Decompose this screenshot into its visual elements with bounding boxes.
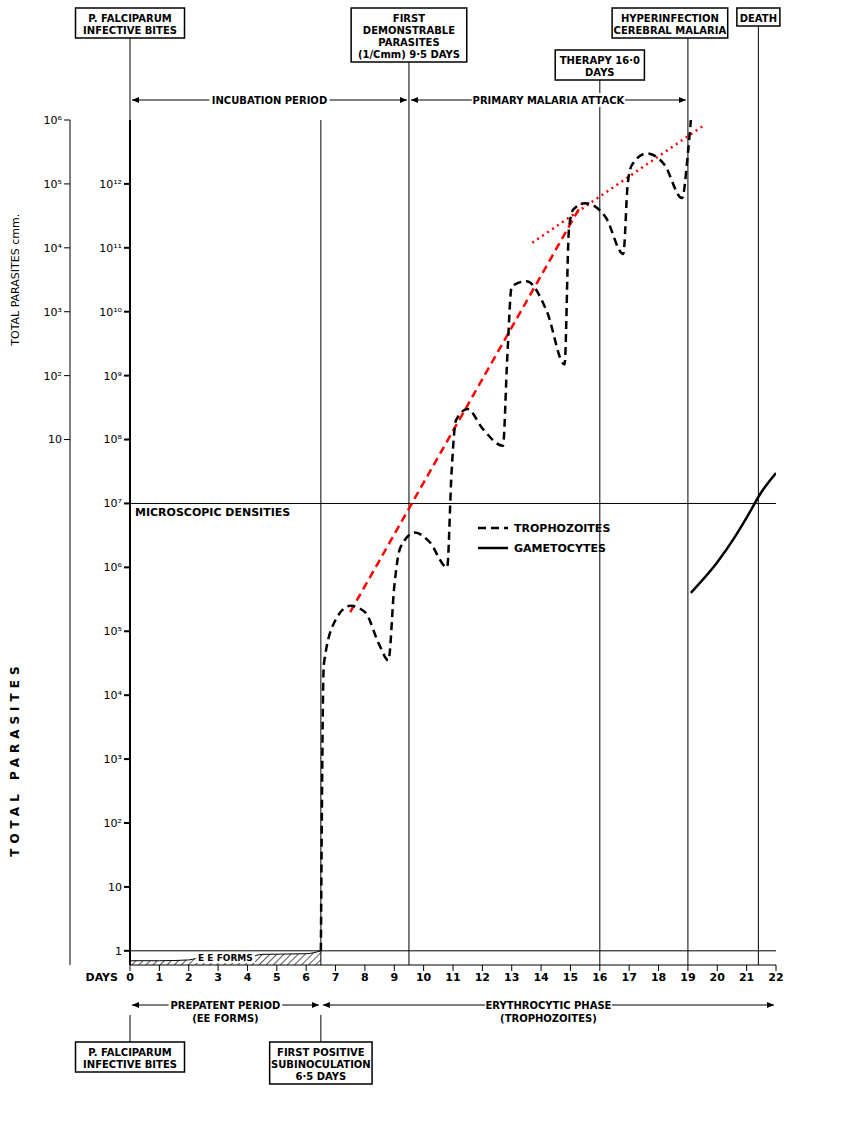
svg-text:PARASITES: PARASITES	[378, 37, 439, 48]
svg-text:E E FORMS: E E FORMS	[198, 953, 253, 963]
svg-text:9: 9	[390, 971, 398, 984]
svg-text:INFECTIVE BITES: INFECTIVE BITES	[83, 1059, 177, 1070]
svg-text:10⁶: 10⁶	[44, 114, 63, 127]
svg-text:6: 6	[302, 971, 310, 984]
svg-text:10⁵: 10⁵	[44, 178, 62, 191]
svg-text:1: 1	[156, 971, 164, 984]
svg-text:TROPHOZOITES: TROPHOZOITES	[514, 522, 610, 535]
svg-text:TOTAL PARASITES: TOTAL PARASITES	[9, 661, 23, 856]
svg-text:CEREBRAL MALARIA: CEREBRAL MALARIA	[614, 25, 727, 36]
svg-text:10²: 10²	[104, 817, 122, 830]
svg-text:GAMETOCYTES: GAMETOCYTES	[514, 542, 606, 555]
svg-text:10: 10	[48, 433, 62, 446]
svg-text:19: 19	[680, 971, 695, 984]
svg-text:ERYTHROCYTIC PHASE: ERYTHROCYTIC PHASE	[485, 1000, 611, 1011]
svg-text:2: 2	[185, 971, 193, 984]
svg-text:10²: 10²	[44, 370, 62, 383]
svg-text:10⁵: 10⁵	[104, 625, 122, 638]
svg-text:22: 22	[768, 971, 783, 984]
svg-text:DEATH: DEATH	[740, 13, 777, 24]
svg-text:18: 18	[651, 971, 666, 984]
svg-text:10³: 10³	[44, 306, 62, 319]
svg-text:10³: 10³	[104, 753, 122, 766]
svg-text:10⁶: 10⁶	[104, 561, 123, 574]
svg-text:4: 4	[244, 971, 252, 984]
svg-text:10¹²: 10¹²	[99, 178, 122, 191]
svg-text:10⁸: 10⁸	[104, 433, 123, 446]
svg-text:MICROSCOPIC DENSITIES: MICROSCOPIC DENSITIES	[135, 506, 290, 519]
svg-text:10¹⁰: 10¹⁰	[99, 306, 122, 319]
svg-text:16: 16	[592, 971, 608, 984]
svg-text:14: 14	[533, 971, 549, 984]
svg-text:10⁴: 10⁴	[44, 242, 63, 255]
svg-text:5: 5	[273, 971, 281, 984]
svg-text:8: 8	[361, 971, 369, 984]
svg-text:INFECTIVE BITES: INFECTIVE BITES	[83, 25, 177, 36]
svg-text:INCUBATION PERIOD: INCUBATION PERIOD	[212, 95, 327, 106]
svg-text:PRIMARY MALARIA ATTACK: PRIMARY MALARIA ATTACK	[473, 95, 626, 106]
svg-text:(TROPHOZOITES): (TROPHOZOITES)	[500, 1013, 597, 1024]
svg-text:1: 1	[115, 945, 122, 958]
svg-text:11: 11	[445, 971, 460, 984]
svg-text:15: 15	[563, 971, 578, 984]
svg-text:FIRST POSITIVE: FIRST POSITIVE	[277, 1047, 365, 1058]
svg-text:3: 3	[214, 971, 222, 984]
svg-text:12: 12	[475, 971, 490, 984]
svg-text:20: 20	[710, 971, 726, 984]
svg-text:17: 17	[622, 971, 637, 984]
svg-text:6·5 DAYS: 6·5 DAYS	[295, 1071, 346, 1082]
svg-text:21: 21	[739, 971, 754, 984]
svg-text:P. FALCIPARUM: P. FALCIPARUM	[88, 1047, 172, 1058]
svg-text:10⁹: 10⁹	[104, 370, 122, 383]
svg-text:DEMONSTRABLE: DEMONSTRABLE	[363, 25, 455, 36]
svg-text:DAYS: DAYS	[86, 971, 119, 984]
svg-text:10⁴: 10⁴	[104, 689, 123, 702]
svg-text:DAYS: DAYS	[585, 67, 615, 78]
svg-text:HYPERINFECTION: HYPERINFECTION	[621, 13, 719, 24]
svg-text:P. FALCIPARUM: P. FALCIPARUM	[88, 13, 172, 24]
svg-text:THERAPY 16·0: THERAPY 16·0	[560, 55, 640, 66]
svg-text:0: 0	[126, 971, 134, 984]
svg-text:10¹¹: 10¹¹	[99, 242, 122, 255]
svg-text:SUBINOCULATION: SUBINOCULATION	[271, 1059, 371, 1070]
svg-text:TOTAL PARASITES cmm.: TOTAL PARASITES cmm.	[9, 214, 22, 347]
svg-text:(1/Cmm) 9·5 DAYS: (1/Cmm) 9·5 DAYS	[358, 49, 460, 60]
svg-text:10: 10	[416, 971, 432, 984]
svg-text:PREPATENT PERIOD: PREPATENT PERIOD	[170, 1000, 280, 1011]
svg-text:10: 10	[108, 881, 122, 894]
svg-text:7: 7	[332, 971, 340, 984]
svg-text:13: 13	[504, 971, 519, 984]
svg-text:(EE FORMS): (EE FORMS)	[192, 1013, 258, 1024]
svg-text:10⁷: 10⁷	[104, 497, 122, 510]
svg-text:FIRST: FIRST	[393, 13, 425, 24]
